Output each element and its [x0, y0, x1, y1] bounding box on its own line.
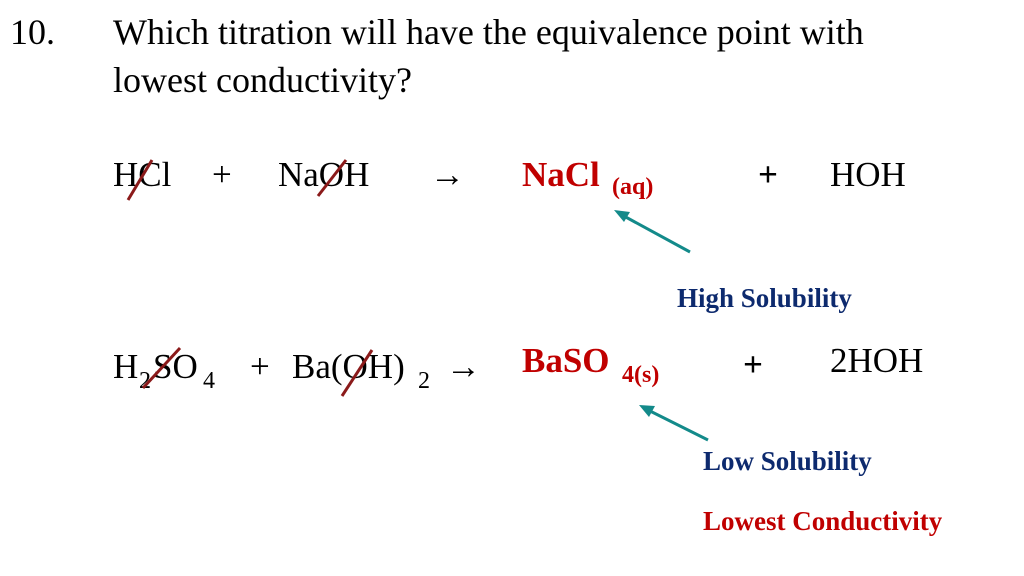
arrow-line: [647, 408, 709, 442]
arrow-head: [639, 405, 655, 417]
question-line: lowest conductivity?: [113, 60, 412, 100]
acid: H: [113, 347, 138, 386]
salt: NaCl: [522, 155, 600, 194]
water: 2HOH: [830, 341, 923, 380]
strike: [126, 159, 154, 201]
arrow: →: [430, 155, 465, 194]
plus: +: [758, 155, 778, 194]
conclusion: Lowest Conductivity: [703, 506, 943, 536]
subscript: 2: [139, 368, 151, 394]
salt-state: 4(s): [622, 362, 659, 388]
subscript: 2: [418, 368, 430, 394]
item-number: 10.: [10, 12, 55, 52]
subscript: 4: [203, 368, 215, 394]
note: Low Solubility: [703, 446, 872, 476]
strike: [141, 346, 182, 390]
plus: +: [743, 345, 763, 384]
water: HOH: [830, 155, 906, 194]
salt: BaSO: [522, 341, 610, 380]
note: High Solubility: [677, 283, 852, 313]
plus: +: [212, 155, 232, 194]
arrow-line: [621, 213, 691, 254]
strike: [316, 159, 348, 197]
plus: +: [250, 347, 270, 386]
salt-state: (aq): [612, 174, 653, 200]
strike: [340, 349, 374, 397]
arrow-head: [614, 210, 630, 222]
arrow: →: [446, 347, 481, 386]
question-line: Which titration will have the equivalenc…: [113, 12, 864, 52]
base: Ba(OH): [292, 347, 405, 386]
